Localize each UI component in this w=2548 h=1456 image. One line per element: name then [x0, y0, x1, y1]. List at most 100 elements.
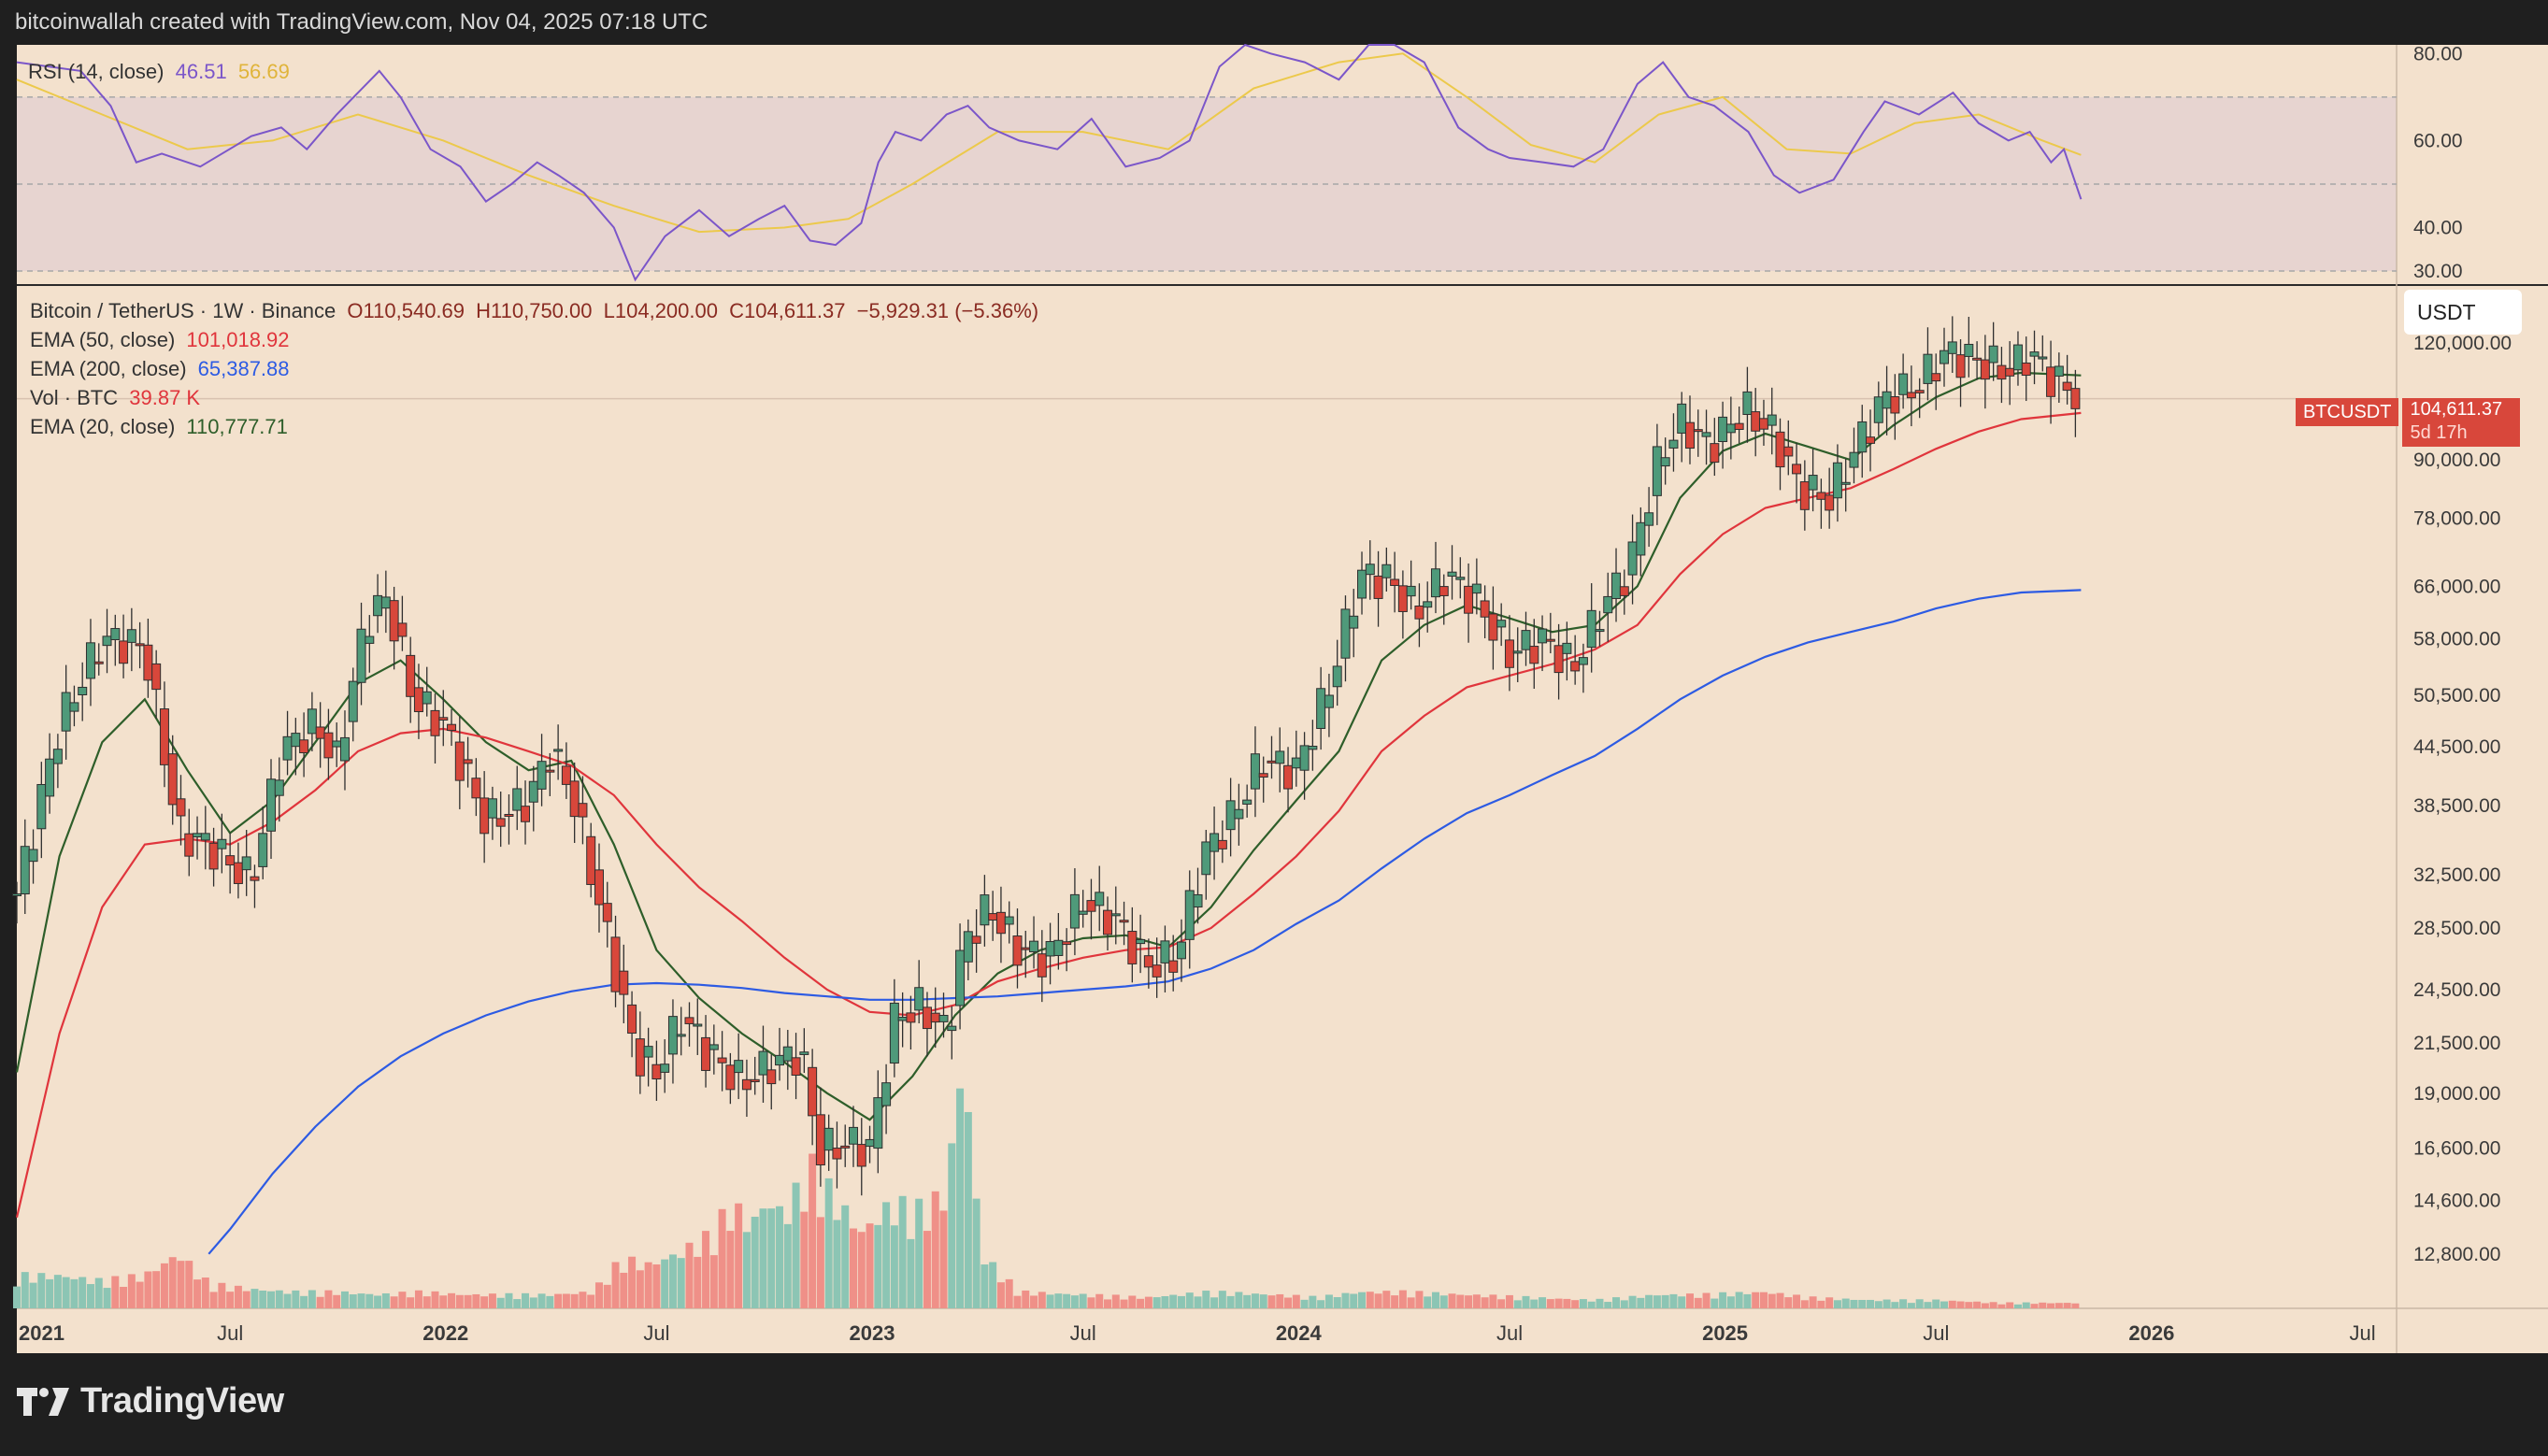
candle-body [1110, 913, 1121, 917]
candle-body [1767, 414, 1777, 426]
candle-body [52, 749, 63, 764]
rsi-legend-name: RSI (14, close) [28, 60, 165, 83]
volume-bar [431, 1291, 439, 1308]
volume-bar [915, 1198, 923, 1308]
candle-body [45, 758, 55, 797]
candle-body [1324, 694, 1334, 708]
volume-bar [1628, 1295, 1637, 1308]
volume-bar [292, 1290, 300, 1308]
candle-body [988, 913, 998, 921]
volume-bar [1202, 1291, 1210, 1308]
tradingview-wordmark: TradingView [80, 1381, 284, 1420]
volume-bar [1424, 1296, 1432, 1308]
volume-bar [989, 1262, 997, 1308]
candle-body [1496, 620, 1507, 628]
legend-volume-row[interactable]: Vol · BTC 39.87 K [30, 386, 206, 410]
candle-body [758, 1050, 768, 1076]
candle-body [1053, 939, 1064, 956]
volume-bar [505, 1292, 513, 1308]
volume-bar [1932, 1299, 1940, 1308]
candle-body [348, 680, 358, 722]
volume-bar [759, 1208, 767, 1308]
volume-bar [439, 1295, 448, 1308]
volume-bar [1800, 1300, 1809, 1308]
volume-bar [1063, 1293, 1071, 1308]
volume-bar [1711, 1298, 1719, 1308]
price-axis-tick-label: 32,500.00 [2413, 864, 2500, 886]
legend-ema20-row[interactable]: EMA (20, close) 110,777.71 [30, 415, 293, 439]
candle-body [815, 1114, 825, 1166]
candle-body [397, 622, 408, 637]
candle-body [1349, 615, 1359, 629]
candle-body [537, 761, 547, 790]
candle-body [1849, 451, 1859, 468]
volume-bar [1456, 1294, 1465, 1308]
volume-bar [1137, 1298, 1145, 1308]
candle-body [1390, 578, 1400, 586]
volume-bar [603, 1284, 611, 1308]
volume-bar [1891, 1302, 1899, 1308]
candle-body [1825, 494, 1835, 511]
candle-body [947, 1025, 957, 1032]
candle-body [126, 629, 136, 643]
volume-bar [1522, 1295, 1530, 1308]
volume-bar [1997, 1304, 2006, 1308]
currency-button[interactable]: USDT [2404, 290, 2522, 335]
volume-bar [1841, 1298, 1850, 1308]
price-axis-tick-label: 38,500.00 [2413, 795, 2500, 817]
volume-bar [1152, 1297, 1161, 1308]
legend-vol-label: Vol · BTC [30, 386, 119, 409]
price-axis-tick-label: 28,500.00 [2413, 918, 2500, 939]
candle-body [856, 1144, 866, 1167]
candle-body [20, 846, 30, 895]
volume-bar [1284, 1297, 1293, 1308]
volume-bar [1292, 1294, 1300, 1308]
candle-body [241, 856, 251, 871]
volume-bar [70, 1278, 79, 1308]
candle-body [1234, 808, 1244, 820]
candle-body [1332, 665, 1342, 688]
rsi-band-fill [17, 96, 2397, 272]
candle-body [741, 1078, 752, 1091]
volume-bar [488, 1293, 496, 1308]
price-axis-tick-label: 66,000.00 [2413, 576, 2500, 597]
tradingview-logo[interactable]: TradingView [17, 1381, 284, 1421]
candle-body [782, 1046, 793, 1062]
candle-body [865, 1138, 875, 1148]
candle-body [823, 1127, 834, 1151]
volume-bar [144, 1271, 152, 1308]
volume-bar [1366, 1292, 1374, 1308]
candle-body [307, 708, 317, 735]
volume-bar [1267, 1295, 1276, 1308]
rsi-ma-line [16, 52, 2082, 234]
volume-bar [381, 1292, 390, 1308]
legend-ema50-row[interactable]: EMA (50, close) 101,018.92 [30, 328, 295, 352]
volume-bar [513, 1299, 522, 1308]
candle-body [323, 732, 334, 759]
candle-body [840, 1145, 851, 1149]
volume-bar [907, 1238, 915, 1308]
candle-body [1480, 600, 1490, 618]
candle-body [1725, 423, 1736, 434]
volume-bar [1513, 1300, 1522, 1308]
volume-bar [783, 1223, 792, 1308]
legend-ema200-label: EMA (200, close) [30, 357, 187, 380]
candle-body [561, 765, 571, 785]
candle-body [578, 803, 588, 818]
volume-bar [816, 1217, 824, 1308]
volume-bar [554, 1293, 563, 1308]
candle-body [1103, 909, 1113, 935]
volume-bar [981, 1264, 989, 1308]
volume-bar [333, 1294, 341, 1308]
legend-ema200-row[interactable]: EMA (200, close) 65,387.88 [30, 357, 295, 381]
candle-body [1242, 799, 1253, 805]
volume-bar [2013, 1304, 2022, 1308]
candle-body [963, 931, 973, 963]
volume-bar [1726, 1296, 1735, 1308]
volume-bar [570, 1293, 579, 1308]
candle-body [1751, 411, 1761, 432]
candle-body [1062, 941, 1072, 946]
volume-bar [1054, 1293, 1063, 1308]
candle-body [422, 691, 432, 705]
